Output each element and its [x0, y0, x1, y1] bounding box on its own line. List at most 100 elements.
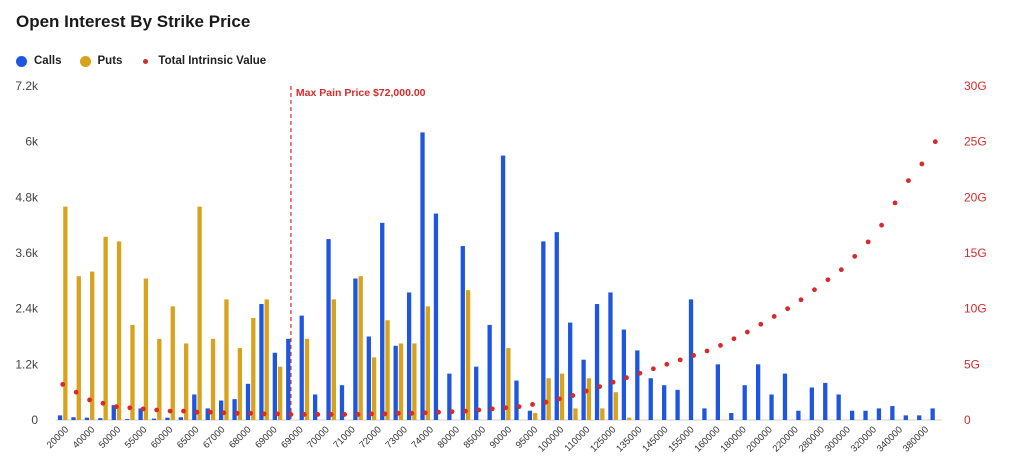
- intrinsic-point: [154, 407, 160, 413]
- calls-bar: [326, 239, 331, 420]
- intrinsic-point: [489, 406, 495, 412]
- intrinsic-point: [342, 412, 348, 417]
- x-tick-label: 145000: [640, 424, 670, 454]
- puts-bar: [613, 392, 618, 420]
- calls-bar: [420, 132, 425, 420]
- y-left-tick-label: 1.2k: [15, 357, 39, 371]
- calls-bar: [863, 410, 868, 420]
- calls-bar: [111, 405, 116, 420]
- calls-bar: [527, 410, 533, 420]
- intrinsic-point: [610, 379, 616, 385]
- y-left-tick-label: 7.2k: [15, 79, 39, 93]
- calls-bar: [796, 410, 801, 420]
- intrinsic-point: [436, 409, 441, 415]
- calls-bar: [178, 417, 184, 420]
- intrinsic-point: [664, 361, 670, 367]
- intrinsic-point: [516, 404, 522, 410]
- intrinsic-point: [127, 405, 133, 411]
- puts-bar: [573, 408, 578, 420]
- calls-bar: [84, 417, 90, 420]
- intrinsic-point: [838, 267, 844, 273]
- x-tick-label: 55000: [123, 424, 149, 450]
- x-tick-label: 220000: [771, 424, 801, 454]
- calls-bar: [702, 408, 707, 420]
- calls-bar: [876, 408, 882, 420]
- intrinsic-point: [207, 409, 213, 415]
- calls-bar: [688, 299, 694, 420]
- intrinsic-point: [677, 357, 683, 363]
- intrinsic-point: [194, 409, 200, 415]
- puts-bar: [546, 378, 551, 420]
- legend-intrinsic-label: Total Intrinsic Value: [158, 55, 267, 67]
- intrinsic-point: [167, 408, 173, 414]
- legend-intrinsic[interactable]: Total Intrinsic Value: [140, 55, 266, 67]
- calls-bar: [165, 417, 170, 420]
- x-tick-label: 110000: [563, 424, 593, 454]
- x-tick-label: 155000: [666, 424, 696, 454]
- calls-bar: [608, 292, 613, 420]
- intrinsic-point: [718, 343, 723, 348]
- intrinsic-point: [570, 393, 576, 398]
- x-tick-label: 340000: [875, 424, 905, 454]
- calls-bar: [125, 419, 130, 420]
- intrinsic-point: [463, 408, 468, 414]
- intrinsic-point: [731, 336, 737, 342]
- puts-bar: [412, 343, 417, 420]
- puts-bar: [371, 357, 377, 420]
- x-tick-label: 67000: [201, 424, 227, 450]
- y-right-tick-label: 20G: [964, 190, 987, 204]
- puts-bar: [224, 299, 229, 420]
- calls-bar: [192, 394, 197, 420]
- x-tick-label: 69000: [253, 424, 279, 450]
- puts-bar: [559, 373, 565, 420]
- intrinsic-point: [355, 412, 361, 417]
- intrinsic-point: [100, 400, 106, 406]
- intrinsic-point: [114, 404, 119, 410]
- y-left-tick-label: 3.6k: [15, 246, 39, 260]
- calls-bar: [769, 394, 774, 420]
- legend-calls[interactable]: Calls: [16, 55, 62, 67]
- legend-calls-label: Calls: [34, 55, 62, 67]
- x-tick-label: 80000: [436, 424, 462, 450]
- puts-bar: [251, 317, 256, 420]
- intrinsic-point: [744, 329, 750, 335]
- calls-bar: [662, 385, 667, 420]
- x-tick-label: 100000: [536, 424, 566, 454]
- x-tick-label: 200000: [745, 424, 775, 454]
- calls-bar: [514, 380, 519, 420]
- calls-bar: [782, 373, 788, 420]
- calls-bar: [312, 394, 318, 420]
- x-tick-label: 69000: [279, 424, 305, 450]
- intrinsic-point: [73, 389, 79, 395]
- legend-puts[interactable]: Puts: [79, 55, 123, 67]
- calls-bar: [554, 232, 559, 420]
- intrinsic-point: [650, 366, 656, 372]
- calls-bar: [474, 366, 479, 420]
- intrinsic-point: [583, 388, 589, 394]
- x-tick-label: 135000: [614, 424, 644, 454]
- calls-bar: [487, 324, 492, 420]
- calls-bar: [500, 155, 506, 421]
- x-tick-label: 280000: [797, 424, 827, 454]
- intrinsic-point: [932, 139, 938, 145]
- puts-bar: [264, 299, 269, 420]
- calls-bar: [621, 329, 627, 420]
- intrinsic-point: [637, 370, 643, 376]
- puts-bar: [170, 306, 175, 420]
- intrinsic-point: [328, 412, 334, 417]
- calls-bar: [568, 322, 573, 420]
- calls-swatch: [16, 55, 27, 67]
- x-tick-label: 71000: [331, 424, 357, 450]
- x-tick-label: 85000: [462, 424, 488, 450]
- puts-bar: [398, 343, 404, 420]
- x-tick-label: 320000: [849, 424, 879, 454]
- intrinsic-point: [624, 375, 629, 381]
- chart-title: Open Interest By Strike Price: [16, 12, 251, 31]
- calls-bar: [393, 345, 398, 420]
- puts-bar: [600, 408, 605, 420]
- y-right-tick-label: 0: [964, 413, 971, 427]
- legend-puts-label: Puts: [97, 55, 123, 67]
- x-tick-label: 60000: [149, 424, 175, 450]
- calls-bar: [460, 246, 465, 420]
